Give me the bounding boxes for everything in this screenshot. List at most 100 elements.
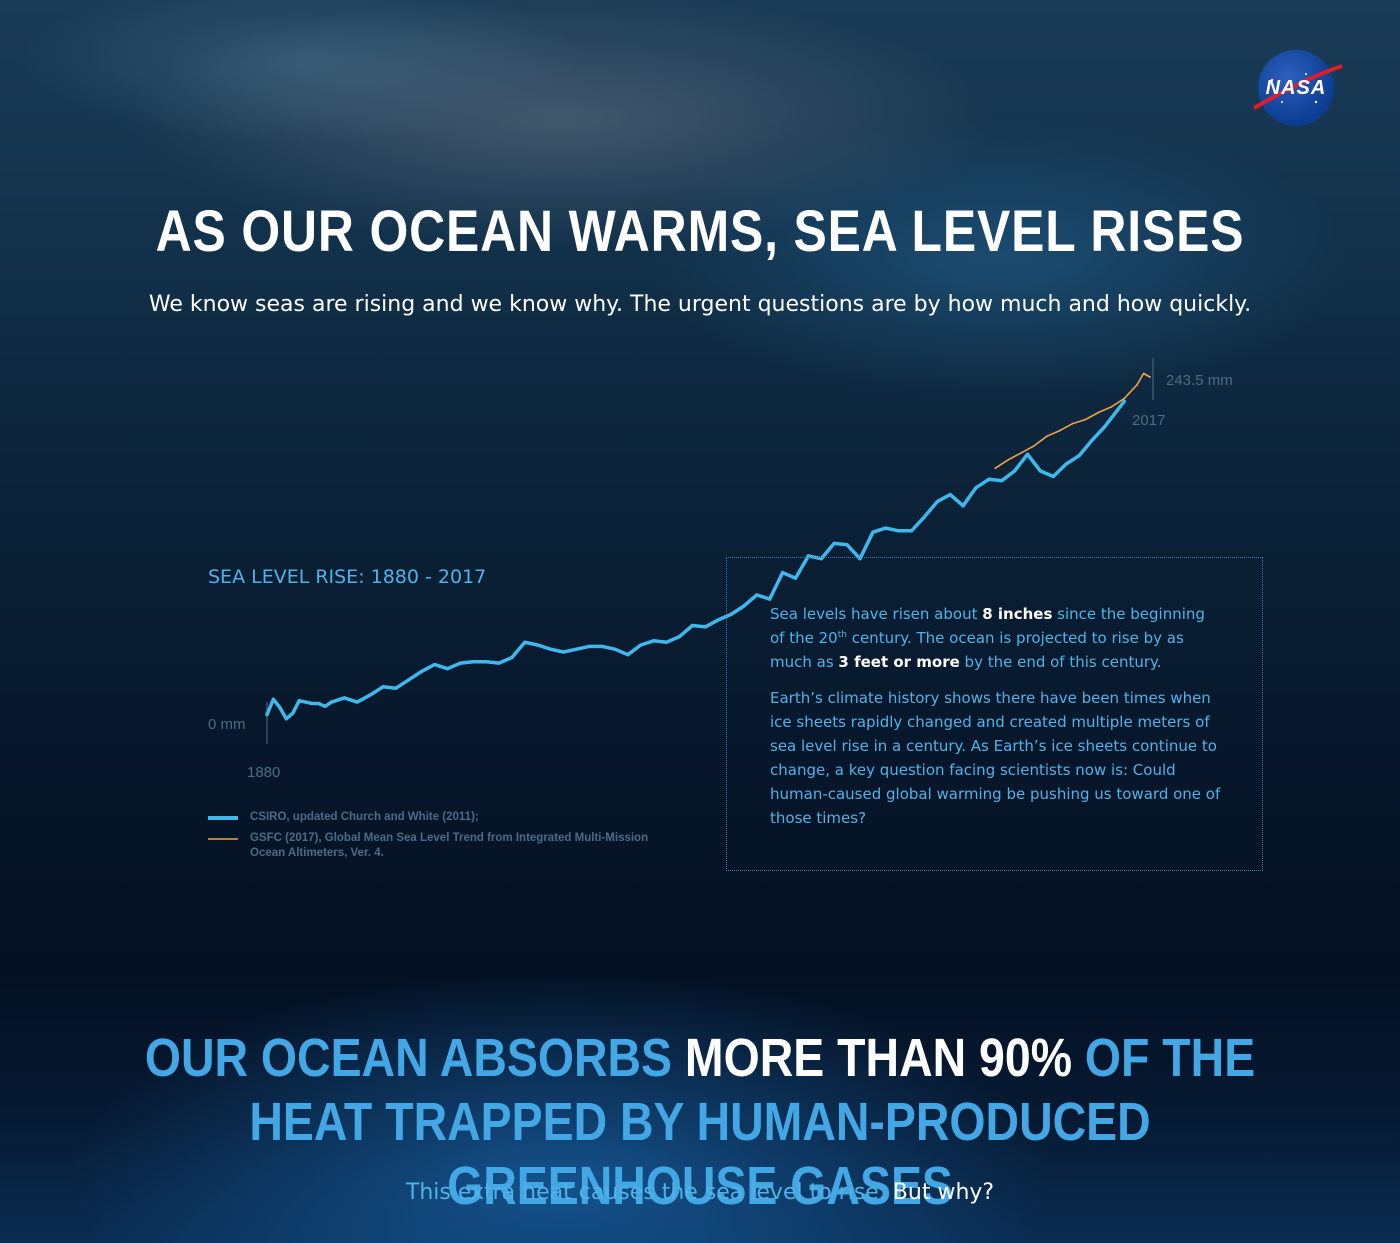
headline: OUR OCEAN ABSORBS MORE THAN 90% OF THE H… xyxy=(144,1028,1256,1216)
data-point-0-45 xyxy=(781,571,785,575)
data-point-1-13 xyxy=(1149,376,1151,378)
legend-item-gsfc: GSFC (2017), Global Mean Sea Level Trend… xyxy=(208,831,678,861)
data-point-0-21 xyxy=(471,660,475,664)
data-point-0-46 xyxy=(793,576,798,580)
legend-item-csiro: CSIRO, updated Church and White (2011); xyxy=(208,810,678,825)
page-title: AS OUR OCEAN WARMS, SEA LEVEL RISES xyxy=(155,199,1245,264)
data-point-0-28 xyxy=(561,650,566,654)
start-year-label: 1880 xyxy=(247,764,280,781)
data-point-0-52 xyxy=(871,530,875,534)
data-point-0-38 xyxy=(690,623,695,628)
start-value-label: 0 mm xyxy=(208,716,246,733)
data-point-0-1 xyxy=(271,697,275,701)
data-point-0-64 xyxy=(1025,452,1030,456)
data-point-0-61 xyxy=(987,477,991,481)
series-line-1 xyxy=(994,372,1151,470)
data-point-1-1 xyxy=(1007,458,1010,461)
data-point-1-2 xyxy=(1020,452,1022,454)
data-point-1-12 xyxy=(1142,372,1145,375)
chart-legend: CSIRO, updated Church and White (2011); … xyxy=(208,810,678,867)
data-point-0-26 xyxy=(536,643,540,647)
info-paragraph-2: Earth’s climate history shows there have… xyxy=(770,689,1221,827)
data-point-0-67 xyxy=(1064,462,1068,466)
data-point-1-5 xyxy=(1058,429,1061,432)
data-point-0-5 xyxy=(297,699,301,703)
data-point-0-37 xyxy=(677,635,682,639)
data-point-1-4 xyxy=(1046,435,1048,438)
data-point-0-59 xyxy=(961,504,965,508)
data-point-0-8 xyxy=(317,701,321,706)
data-point-0-69 xyxy=(1090,438,1094,442)
data-point-0-17 xyxy=(420,669,424,674)
logo-text: NASA xyxy=(1265,76,1327,99)
data-point-0-22 xyxy=(484,660,488,664)
data-point-0-23 xyxy=(497,661,501,665)
data-point-0-36 xyxy=(665,640,669,644)
data-point-0-19 xyxy=(445,667,450,671)
data-point-0-27 xyxy=(549,647,553,651)
data-point-0-57 xyxy=(935,500,939,504)
data-point-0-72 xyxy=(1122,399,1126,403)
data-point-0-33 xyxy=(626,653,630,657)
data-point-0-53 xyxy=(884,526,888,530)
legend-swatch-csiro xyxy=(208,816,238,820)
data-point-0-25 xyxy=(523,640,527,644)
info-paragraph-1: Sea levels have risen about 8 inches sin… xyxy=(770,605,1205,671)
data-point-0-15 xyxy=(394,686,398,690)
data-point-0-4 xyxy=(291,711,295,715)
legend-swatch-gsfc xyxy=(208,838,238,840)
data-point-0-68 xyxy=(1077,454,1081,458)
data-point-0-13 xyxy=(368,693,372,697)
data-point-0-14 xyxy=(381,685,385,689)
data-point-1-9 xyxy=(1110,406,1113,408)
data-point-1-7 xyxy=(1084,418,1087,421)
data-point-0-3 xyxy=(284,717,288,721)
data-point-0-9 xyxy=(323,704,327,708)
data-point-0-63 xyxy=(1013,469,1017,473)
data-point-0-42 xyxy=(742,604,746,608)
data-point-0-47 xyxy=(806,554,811,558)
nasa-swoosh-icon xyxy=(1253,64,1343,110)
nasa-logo: NASA xyxy=(1253,50,1343,126)
data-point-1-0 xyxy=(994,467,997,470)
data-point-0-70 xyxy=(1103,424,1107,428)
legend-label-gsfc: GSFC (2017), Global Mean Sea Level Trend… xyxy=(250,832,649,859)
end-value-label: 243.5 mm xyxy=(1166,372,1233,389)
end-year-label: 2017 xyxy=(1132,412,1165,429)
data-point-0-66 xyxy=(1051,474,1055,479)
data-point-0-54 xyxy=(897,529,901,533)
data-point-0-7 xyxy=(310,701,314,706)
data-point-0-24 xyxy=(510,655,514,660)
data-point-0-43 xyxy=(755,593,759,597)
legend-label-csiro: CSIRO, updated Church and White (2011); xyxy=(250,811,479,823)
data-point-0-2 xyxy=(278,706,282,710)
data-point-0-12 xyxy=(355,700,359,704)
data-point-0-56 xyxy=(922,515,927,519)
data-point-0-32 xyxy=(613,647,617,651)
data-point-1-11 xyxy=(1136,383,1138,386)
data-point-0-6 xyxy=(304,700,308,704)
data-point-0-65 xyxy=(1038,469,1042,473)
data-point-0-40 xyxy=(716,618,720,622)
data-point-0-58 xyxy=(948,493,952,497)
data-point-0-20 xyxy=(458,661,462,665)
chart-title: SEA LEVEL RISE: 1880 - 2017 xyxy=(208,566,487,588)
data-point-1-6 xyxy=(1071,422,1074,425)
data-point-0-71 xyxy=(1116,408,1120,412)
data-point-0-35 xyxy=(652,639,656,643)
data-point-1-3 xyxy=(1033,445,1035,447)
data-point-0-18 xyxy=(433,662,437,667)
data-point-1-8 xyxy=(1097,411,1100,414)
data-point-0-60 xyxy=(974,486,978,490)
data-point-0-49 xyxy=(832,541,836,546)
data-point-0-16 xyxy=(407,678,411,682)
page-subtitle: We know seas are rising and we know why.… xyxy=(148,292,1252,317)
data-point-0-44 xyxy=(768,597,772,601)
info-box: Sea levels have risen about 8 inches sin… xyxy=(726,557,1263,871)
data-point-0-34 xyxy=(639,643,643,647)
data-point-0-31 xyxy=(600,644,604,649)
data-point-0-0 xyxy=(265,713,269,717)
data-point-0-62 xyxy=(1000,479,1004,483)
data-point-0-39 xyxy=(703,625,707,629)
